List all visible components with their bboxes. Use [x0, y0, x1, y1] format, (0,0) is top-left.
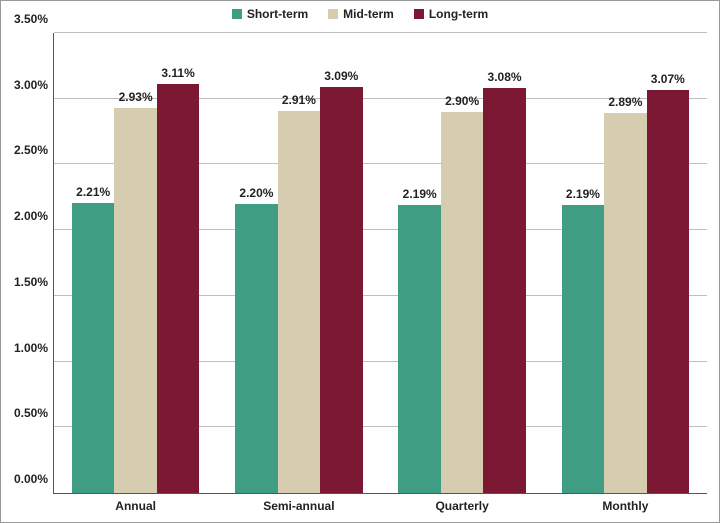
x-tick-label: Annual: [115, 499, 156, 513]
bar: 3.07%: [647, 90, 689, 493]
legend-label-short-term: Short-term: [247, 7, 308, 21]
bar: 3.08%: [483, 88, 525, 493]
bar-value-label: 2.21%: [76, 185, 110, 199]
bar: 2.90%: [441, 112, 483, 493]
legend: Short-term Mid-term Long-term: [1, 7, 719, 21]
bar: 2.20%: [235, 204, 277, 493]
legend-item-long-term: Long-term: [414, 7, 488, 21]
legend-swatch-long-term: [414, 9, 424, 19]
y-tick-label: 1.50%: [14, 275, 48, 289]
bar: 3.11%: [157, 84, 199, 493]
bar: 2.93%: [114, 108, 156, 493]
y-tick-label: 3.50%: [14, 12, 48, 26]
y-tick-label: 1.00%: [14, 341, 48, 355]
y-tick-label: 3.00%: [14, 78, 48, 92]
x-tick-label: Quarterly: [435, 499, 488, 513]
legend-swatch-mid-term: [328, 9, 338, 19]
bar-value-label: 3.08%: [488, 70, 522, 84]
x-tick-label: Semi-annual: [263, 499, 334, 513]
bar-value-label: 2.20%: [239, 186, 273, 200]
bar: 2.89%: [604, 113, 646, 493]
y-tick-label: 0.00%: [14, 472, 48, 486]
bar-value-label: 2.89%: [608, 95, 642, 109]
bar-value-label: 3.07%: [651, 72, 685, 86]
bar-value-label: 2.19%: [566, 187, 600, 201]
x-tick-label: Monthly: [602, 499, 648, 513]
bar-value-label: 2.93%: [119, 90, 153, 104]
bar-value-label: 2.19%: [403, 187, 437, 201]
legend-swatch-short-term: [232, 9, 242, 19]
bar: 2.21%: [72, 203, 114, 493]
y-tick-label: 0.50%: [14, 406, 48, 420]
legend-item-short-term: Short-term: [232, 7, 308, 21]
plot-area: 0.00%0.50%1.00%1.50%2.00%2.50%3.00%3.50%…: [53, 33, 707, 494]
legend-label-long-term: Long-term: [429, 7, 488, 21]
bar-value-label: 3.09%: [324, 69, 358, 83]
y-tick-label: 2.50%: [14, 143, 48, 157]
legend-item-mid-term: Mid-term: [328, 7, 394, 21]
bar: 3.09%: [320, 87, 362, 493]
gridline: [54, 32, 707, 33]
bar-value-label: 3.11%: [161, 66, 194, 80]
bar: 2.91%: [278, 111, 320, 493]
chart-container: Short-term Mid-term Long-term 0.00%0.50%…: [0, 0, 720, 523]
bar: 2.19%: [398, 205, 440, 493]
bar-value-label: 2.91%: [282, 93, 316, 107]
bar-value-label: 2.90%: [445, 94, 479, 108]
y-tick-label: 2.00%: [14, 209, 48, 223]
bar: 2.19%: [562, 205, 604, 493]
legend-label-mid-term: Mid-term: [343, 7, 394, 21]
